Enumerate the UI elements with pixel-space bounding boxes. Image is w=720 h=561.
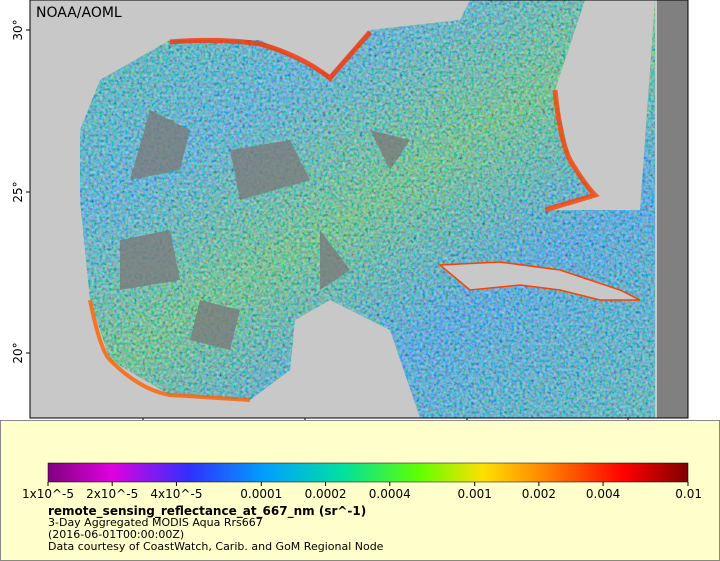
legend-background <box>0 420 720 561</box>
colorbar <box>47 462 689 483</box>
colorbar-label: 0.004 <box>586 487 620 501</box>
legend-panel: 1x10^-5 2x10^-5 4x10^-5 0.0001 0.0002 0.0004 0… <box>0 420 720 561</box>
legend-line: Data courtesy of CoastWatch, Carib. and … <box>48 540 384 553</box>
colorbar-label: 1x10^-5 <box>22 487 74 501</box>
map-area: NOAA/AOML <box>29 0 689 419</box>
legend-title: remote_sensing_reflectance_at_667_nm (sr… <box>48 504 366 519</box>
lat-label: 25° <box>11 181 25 202</box>
colorbar-label: 0.002 <box>522 487 556 501</box>
watermark: NOAA/AOML <box>36 5 122 21</box>
colorbar-label: 0.01 <box>675 487 702 501</box>
map-frame <box>29 0 689 419</box>
colorbar-label: 4x10^-5 <box>150 487 202 501</box>
legend-line: 3-Day Aggregated MODIS Aqua Rrs667 <box>48 516 263 529</box>
colorbar-label: 0.0004 <box>369 487 411 501</box>
legend-line: (2016-06-01T00:00:00Z) <box>48 528 184 541</box>
lat-label: 20° <box>11 342 25 363</box>
cuba <box>438 261 641 301</box>
colorbar-label: 2x10^-5 <box>86 487 138 501</box>
colorbar-label: 0.001 <box>458 487 492 501</box>
no-data-strip <box>657 0 688 418</box>
lat-label: 30° <box>11 19 25 40</box>
colorbar-ticks: 1x10^-5 2x10^-5 4x10^-5 0.0001 0.0002 0.0004 0… <box>22 482 702 501</box>
colorbar-label: 0.0001 <box>240 487 282 501</box>
colorbar-label: 0.0002 <box>305 487 347 501</box>
